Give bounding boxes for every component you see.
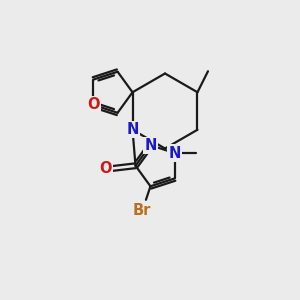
Text: N: N [144, 138, 157, 153]
Text: Br: Br [132, 203, 151, 218]
Text: O: O [99, 161, 112, 176]
Text: N: N [126, 122, 139, 137]
Text: O: O [87, 98, 100, 112]
Text: N: N [168, 146, 181, 160]
